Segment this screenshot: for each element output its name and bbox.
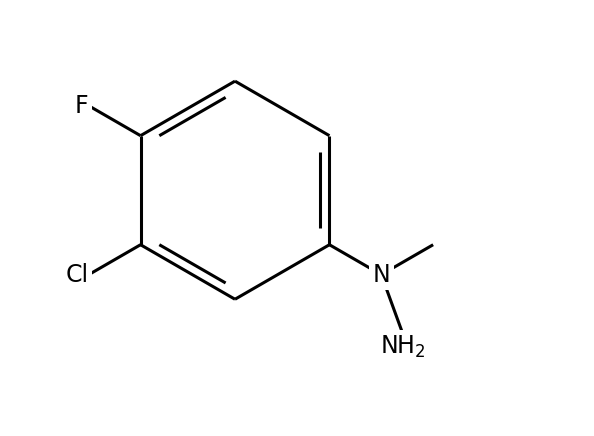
Text: Cl: Cl [65,262,89,286]
Text: N: N [372,262,390,286]
Text: F: F [75,94,89,118]
Text: NH$_2$: NH$_2$ [380,334,426,360]
